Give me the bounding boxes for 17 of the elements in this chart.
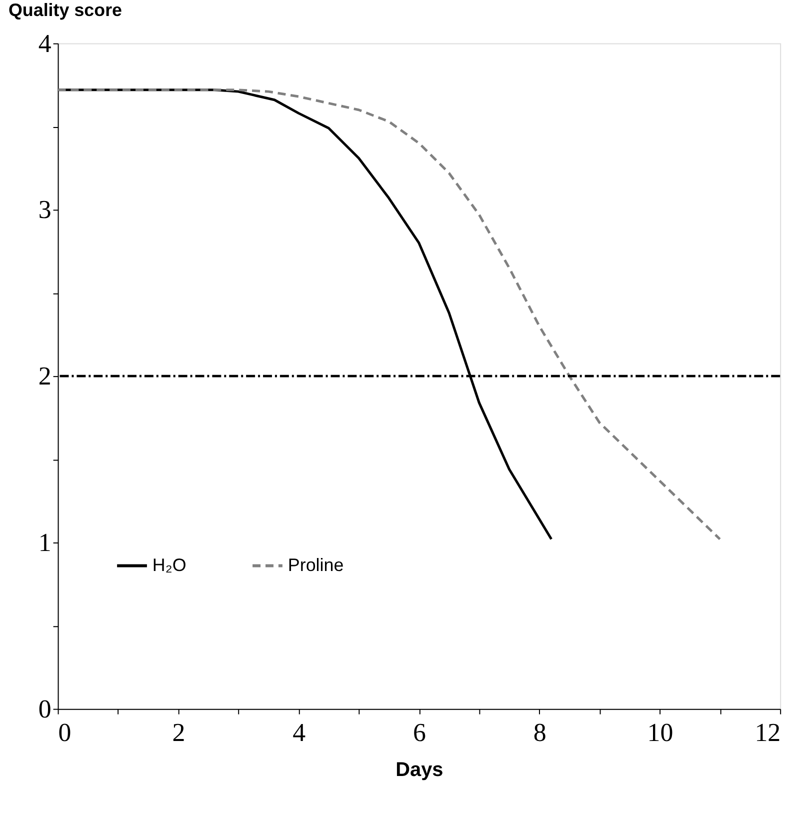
x-tick-label: 6	[412, 718, 426, 748]
legend-label: Proline	[288, 554, 344, 575]
line-series	[56, 88, 722, 540]
y-tick-label: 1	[38, 528, 52, 557]
y-tick-label: 0	[38, 694, 52, 724]
y-tick-label: 3	[38, 195, 52, 224]
x-axis-title: Days	[396, 759, 444, 782]
y-tick-label: 4	[38, 28, 52, 58]
x-tick-label: 8	[533, 718, 546, 748]
x-tick-label: 10	[647, 718, 674, 748]
legend-label: H₂O	[152, 554, 186, 575]
y-axis-title: Quality score	[8, 0, 122, 20]
x-tick-label: 12	[754, 718, 781, 748]
y-tick-label: 2	[38, 362, 52, 391]
x-tick-label: 0	[58, 718, 72, 748]
x-tick-label: 2	[172, 718, 186, 748]
x-tick-label: 4	[292, 718, 306, 748]
